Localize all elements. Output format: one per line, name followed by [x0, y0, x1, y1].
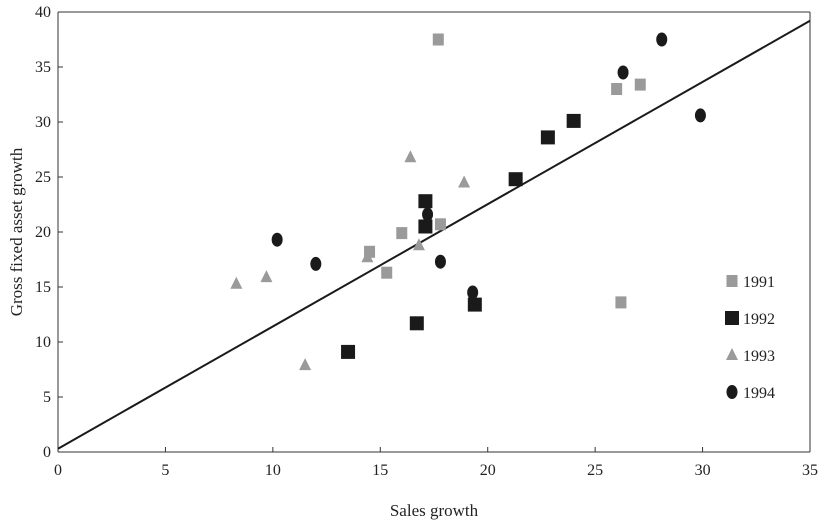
- data-point-1994: [467, 285, 479, 300]
- y-tick-label: 15: [35, 279, 51, 296]
- y-axis-label: Gross fixed asset growth: [7, 147, 26, 316]
- legend-marker-1994: [726, 385, 738, 399]
- data-point-1993: [230, 276, 243, 289]
- legend-marker-1991: [726, 275, 738, 287]
- data-point-1993: [299, 358, 312, 371]
- data-point-1992: [508, 172, 523, 187]
- y-tick-label: 0: [43, 444, 51, 461]
- data-point-1991: [434, 218, 446, 231]
- x-tick-label: 25: [587, 462, 603, 479]
- x-tick-label: 10: [265, 462, 281, 479]
- data-point-1994: [271, 232, 283, 247]
- data-point-1991: [615, 296, 627, 309]
- legend-label: 1991: [743, 274, 775, 291]
- regression-line: [57, 19, 811, 450]
- data-point-1991: [381, 266, 393, 279]
- data-point-1994: [617, 65, 629, 80]
- y-tick-label: 5: [43, 389, 51, 406]
- y-tick-label: 20: [35, 224, 51, 241]
- data-point-1993: [404, 150, 417, 163]
- x-tick-label: 5: [161, 462, 169, 479]
- legend-label: 1993: [743, 348, 775, 365]
- data-point-1993: [458, 175, 471, 188]
- data-point-1991: [364, 245, 376, 258]
- legend-label: 1992: [743, 311, 775, 328]
- x-tick-label: 35: [802, 462, 818, 479]
- data-point-1991: [611, 83, 623, 95]
- data-point-1993: [361, 250, 374, 263]
- data-point-1991: [432, 33, 444, 46]
- data-point-1994: [422, 207, 434, 222]
- x-tick-label: 30: [695, 462, 711, 479]
- y-tick-label: 25: [35, 169, 51, 186]
- data-point-1994: [656, 32, 668, 47]
- y-tick-label: 30: [35, 114, 51, 131]
- x-tick-label: 15: [372, 462, 388, 479]
- data-point-1991: [396, 227, 408, 240]
- legend-marker-1993: [726, 348, 738, 360]
- data-point-1992: [467, 297, 482, 312]
- data-point-1993: [260, 270, 273, 283]
- data-point-1992: [540, 130, 555, 145]
- x-tick-label: 0: [54, 462, 62, 479]
- legend-label: 1994: [743, 385, 775, 402]
- data-point-1994: [434, 254, 446, 269]
- data-point-1992: [418, 194, 433, 209]
- x-tick-label: 20: [480, 462, 496, 479]
- data-point-1992: [341, 344, 356, 359]
- data-point-1994: [310, 256, 322, 271]
- y-tick-label: 10: [35, 334, 51, 351]
- data-point-1993: [412, 238, 425, 251]
- y-tick-label: 40: [35, 4, 51, 21]
- data-point-1994: [694, 108, 706, 123]
- data-point-1992: [418, 219, 433, 234]
- data-point-1992: [566, 113, 581, 128]
- data-point-1992: [409, 316, 424, 331]
- legend-marker-1992: [725, 311, 739, 325]
- x-axis-label: Sales growth: [390, 501, 479, 520]
- data-point-1991: [634, 78, 646, 91]
- y-tick-label: 35: [35, 59, 51, 76]
